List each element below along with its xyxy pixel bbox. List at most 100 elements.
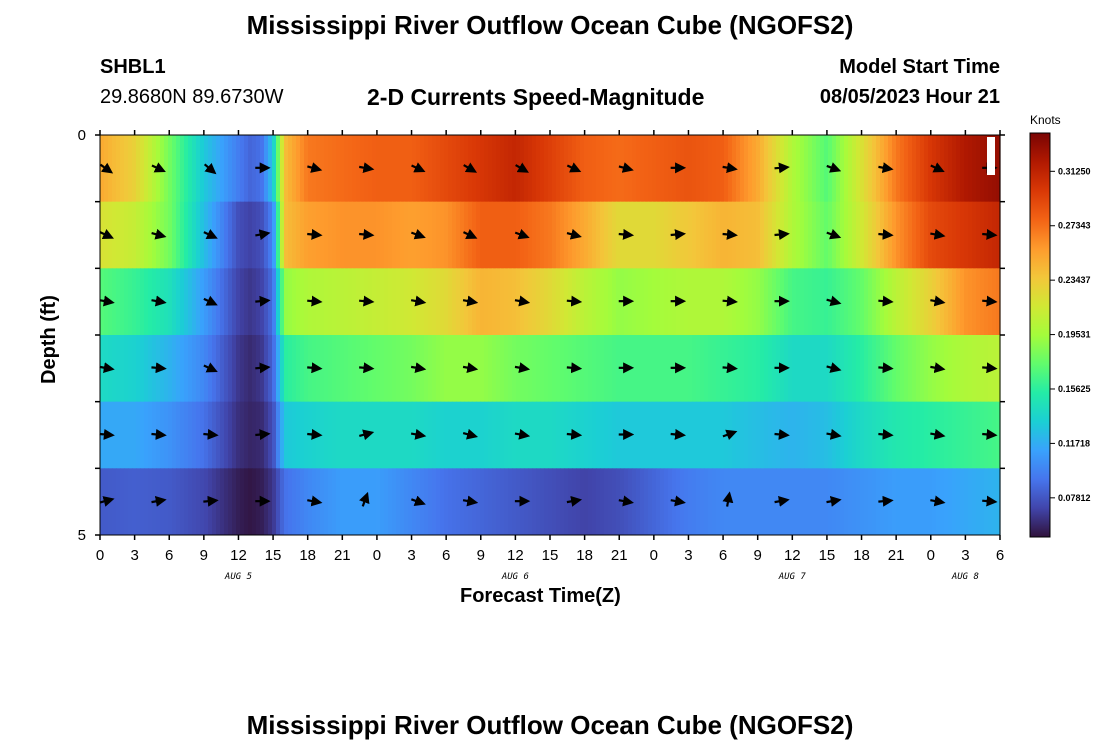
heatmap-cell [408, 335, 413, 403]
heatmap-cell [900, 468, 905, 536]
heatmap-cell [560, 468, 565, 536]
heatmap-cell [116, 268, 121, 336]
heatmap-cell [432, 401, 437, 469]
heatmap-cell [956, 401, 961, 469]
heatmap-cell [720, 268, 725, 336]
x-tick-label: 12 [230, 547, 247, 564]
heatmap-cell [496, 468, 501, 536]
heatmap-cell [248, 268, 253, 336]
heatmap-cell [648, 135, 653, 203]
heatmap-cell [396, 201, 401, 269]
heatmap-cell [128, 468, 133, 536]
current-arrow [203, 295, 218, 306]
heatmap-cell [320, 401, 325, 469]
heatmap-cell [268, 135, 273, 203]
current-arrow [359, 162, 375, 174]
heatmap-cell [424, 268, 429, 336]
heatmap-cell [164, 335, 169, 403]
heatmap-cell [892, 268, 897, 336]
heatmap-cell [644, 201, 649, 269]
heatmap-cell [484, 468, 489, 536]
heatmap-cell [916, 468, 921, 536]
heatmap-cell [508, 135, 513, 203]
heatmap-cell [460, 268, 465, 336]
heatmap-cell [252, 268, 257, 336]
heatmap-cell [552, 268, 557, 336]
current-arrow [203, 362, 218, 373]
x-tick-label: 15 [819, 547, 836, 564]
heatmap-cell [492, 335, 497, 403]
colorbar: 0.07812 0.11718 0.15625 0.19531 0.23437 0.273… [1029, 132, 1091, 538]
heatmap-cell [744, 268, 749, 336]
heatmap-cell [636, 401, 641, 469]
heatmap-cell [756, 201, 761, 269]
heatmap-cell [220, 335, 225, 403]
heatmap-cell [320, 268, 325, 336]
heatmap-cell [356, 135, 361, 203]
heatmap-cell [376, 335, 381, 403]
heatmap-cell [816, 468, 821, 536]
current-arrow [930, 295, 946, 307]
heatmap-cell [964, 335, 969, 403]
heatmap-cell [912, 335, 917, 403]
heatmap-cell [856, 135, 861, 203]
heatmap-cell [764, 201, 769, 269]
heatmap-cell [480, 135, 485, 203]
heatmap-cell [200, 201, 205, 269]
x-tick-label: 3 [684, 547, 692, 564]
heatmap-cell [796, 335, 801, 403]
heatmap-cell [700, 468, 705, 536]
heatmap-cell [616, 335, 621, 403]
current-arrow [722, 429, 738, 441]
heatmap-cell [836, 468, 841, 536]
heatmap-cell [436, 468, 441, 536]
heatmap-cell [300, 135, 305, 203]
heatmap-cell [608, 401, 613, 469]
x-tick-label: 12 [784, 547, 801, 564]
heatmap-cell [816, 401, 821, 469]
x-tick-label: 0 [927, 547, 935, 564]
heatmap-cell [648, 401, 653, 469]
heatmap-cell [916, 268, 921, 336]
heatmap-cell [488, 401, 493, 469]
heatmap-cell [812, 135, 817, 203]
heatmap-cell [948, 268, 953, 336]
heatmap-cell [352, 135, 357, 203]
heatmap-cell [864, 335, 869, 403]
heatmap-cell [712, 335, 717, 403]
heatmap-cell [956, 135, 961, 203]
heatmap-cell [400, 401, 405, 469]
heatmap-cell [632, 268, 637, 336]
current-arrow [826, 428, 842, 440]
heatmap-cell [448, 201, 453, 269]
heatmap-cell [224, 268, 229, 336]
heatmap-cell [148, 268, 153, 336]
heatmap-cell [324, 135, 329, 203]
heatmap-cell [508, 401, 513, 469]
heatmap-cell [564, 201, 569, 269]
current-arrow [566, 162, 582, 173]
heatmap-cell [804, 201, 809, 269]
heatmap-cell [840, 335, 845, 403]
heatmap-cell [956, 335, 961, 403]
heatmap-cell [688, 401, 693, 469]
heatmap-cell [184, 401, 189, 469]
heatmap-cell [508, 201, 513, 269]
current-arrow [930, 228, 946, 240]
heatmap-cell [904, 335, 909, 403]
heatmap-cell [592, 201, 597, 269]
heatmap-cell [516, 268, 521, 336]
heatmap-cell [820, 468, 825, 536]
heatmap-cell [480, 468, 485, 536]
heatmap-cell [968, 468, 973, 536]
heatmap-cell [872, 135, 877, 203]
heatmap-cell [800, 335, 805, 403]
heatmap-cell [952, 401, 957, 469]
heatmap-cell [456, 268, 461, 336]
heatmap-cell [192, 468, 197, 536]
heatmap-cell [536, 201, 541, 269]
heatmap-cell [240, 135, 245, 203]
heatmap-cell [616, 201, 621, 269]
heatmap-cell [148, 335, 153, 403]
heatmap-cell [808, 135, 813, 203]
